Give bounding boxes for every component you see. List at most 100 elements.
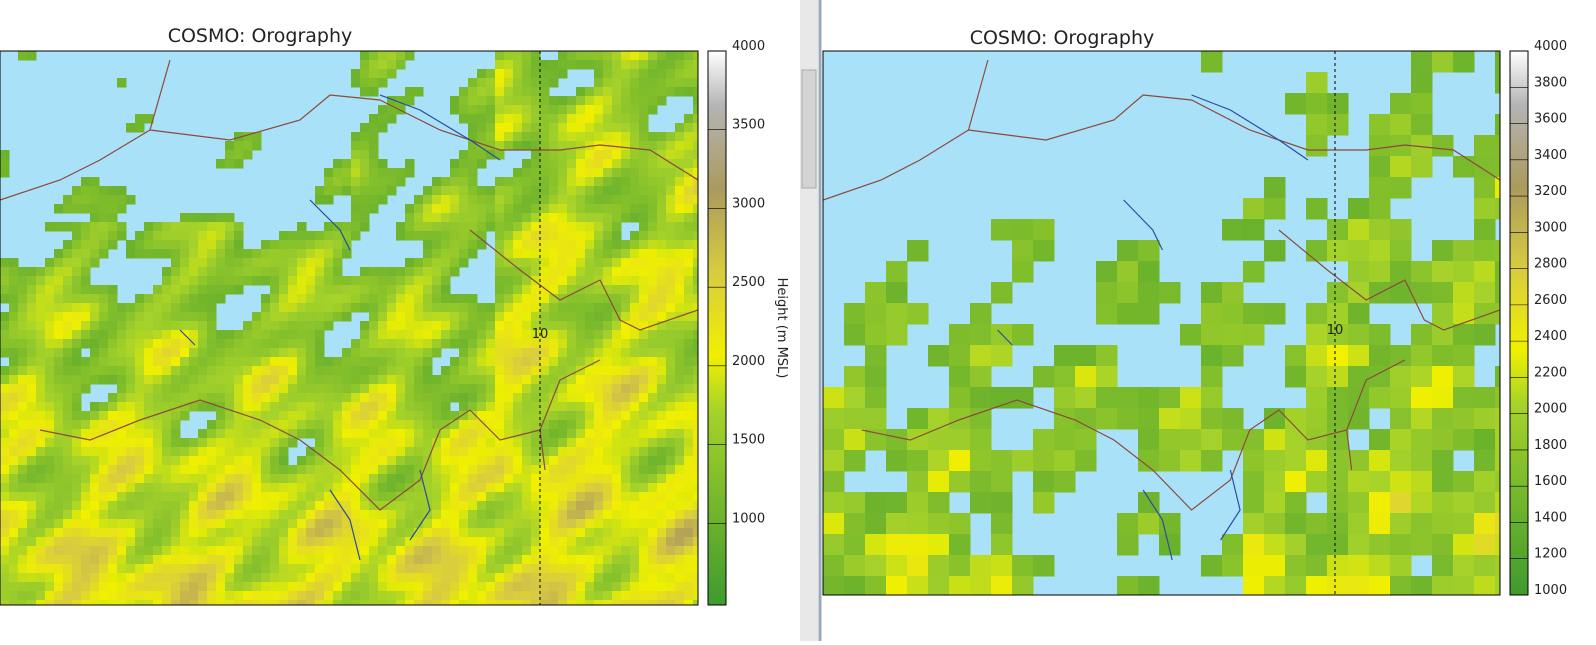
terrain-cell bbox=[567, 573, 577, 583]
terrain-cell bbox=[261, 321, 271, 331]
terrain-cell bbox=[603, 339, 613, 349]
terrain-cell bbox=[468, 438, 478, 448]
terrain-cell bbox=[603, 492, 613, 502]
terrain-cell bbox=[576, 384, 586, 394]
terrain-cell bbox=[108, 186, 118, 196]
terrain-cell bbox=[0, 420, 10, 430]
terrain-cell bbox=[297, 402, 307, 412]
terrain-cell bbox=[432, 528, 442, 538]
terrain-cell bbox=[279, 483, 289, 493]
terrain-cell bbox=[180, 294, 190, 304]
terrain-cell bbox=[693, 123, 698, 133]
terrain-cell bbox=[297, 366, 307, 376]
terrain-cell bbox=[477, 555, 487, 565]
terrain-cell bbox=[657, 573, 667, 583]
terrain-cell bbox=[234, 339, 244, 349]
terrain-cell bbox=[675, 78, 685, 88]
terrain-cell bbox=[468, 384, 478, 394]
terrain-cell bbox=[99, 411, 109, 421]
terrain-cell bbox=[639, 132, 649, 142]
terrain-cell bbox=[477, 474, 487, 484]
terrain-cell bbox=[639, 87, 649, 97]
terrain-cell bbox=[216, 213, 226, 223]
terrain-cell bbox=[63, 384, 73, 394]
terrain-cell bbox=[459, 393, 469, 403]
terrain-cell bbox=[333, 375, 343, 385]
terrain-cell bbox=[252, 393, 262, 403]
terrain-cell bbox=[1264, 450, 1286, 472]
terrain-cell bbox=[477, 348, 487, 358]
terrain-cell bbox=[270, 303, 280, 313]
terrain-cell bbox=[468, 555, 478, 565]
terrain-cell bbox=[594, 303, 604, 313]
terrain-cell bbox=[1369, 345, 1391, 367]
terrain-cell bbox=[135, 375, 145, 385]
terrain-cell bbox=[603, 258, 613, 268]
terrain-cell bbox=[261, 339, 271, 349]
terrain-cell bbox=[126, 420, 136, 430]
terrain-cell bbox=[414, 420, 424, 430]
terrain-cell bbox=[261, 555, 271, 565]
terrain-cell bbox=[1138, 240, 1160, 262]
terrain-cell bbox=[0, 465, 10, 475]
terrain-cell bbox=[459, 591, 469, 601]
terrain-cell bbox=[360, 366, 370, 376]
terrain-cell bbox=[648, 564, 658, 574]
terrain-cell bbox=[297, 375, 307, 385]
terrain-cell bbox=[81, 483, 91, 493]
terrain-cell bbox=[648, 159, 658, 169]
terrain-cell bbox=[684, 357, 694, 367]
terrain-cell bbox=[198, 375, 208, 385]
terrain-cell bbox=[576, 366, 586, 376]
terrain-cell bbox=[108, 231, 118, 241]
terrain-cell bbox=[243, 465, 253, 475]
terrain-cell bbox=[486, 537, 496, 547]
terrain-cell bbox=[657, 348, 667, 358]
terrain-cell bbox=[603, 294, 613, 304]
terrain-cell bbox=[459, 258, 469, 268]
terrain-cell bbox=[549, 132, 559, 142]
terrain-cell bbox=[261, 501, 271, 511]
terrain-cell bbox=[693, 258, 698, 268]
terrain-cell bbox=[675, 483, 685, 493]
terrain-cell bbox=[1306, 198, 1328, 220]
terrain-cell bbox=[675, 267, 685, 277]
terrain-cell bbox=[504, 249, 514, 259]
terrain-cell bbox=[621, 411, 631, 421]
terrain-cell bbox=[297, 384, 307, 394]
terrain-cell bbox=[333, 492, 343, 502]
terrain-cell bbox=[333, 303, 343, 313]
terrain-cell bbox=[648, 132, 658, 142]
terrain-cell bbox=[1306, 240, 1328, 262]
terrain-cell bbox=[495, 240, 505, 250]
terrain-cell bbox=[450, 195, 460, 205]
terrain-cell bbox=[603, 447, 613, 457]
terrain-cell bbox=[504, 465, 514, 475]
terrain-cell bbox=[594, 591, 604, 601]
terrain-cell bbox=[414, 321, 424, 331]
colorbar-tick-label: 3400 bbox=[1534, 148, 1567, 163]
terrain-cell bbox=[450, 555, 460, 565]
terrain-cell bbox=[1411, 408, 1433, 430]
terrain-cell bbox=[162, 465, 172, 475]
terrain-cell bbox=[844, 450, 866, 472]
terrain-cell bbox=[459, 357, 469, 367]
terrain-cell bbox=[970, 366, 992, 388]
terrain-cell bbox=[153, 330, 163, 340]
terrain-cell bbox=[54, 276, 64, 286]
terrain-cell bbox=[531, 267, 541, 277]
terrain-cell bbox=[531, 285, 541, 295]
terrain-cell bbox=[207, 330, 217, 340]
terrain-cell bbox=[315, 258, 325, 268]
terrain-cell bbox=[396, 339, 406, 349]
terrain-cell bbox=[378, 303, 388, 313]
terrain-cell bbox=[693, 429, 698, 439]
scrollbar-thumb[interactable] bbox=[801, 69, 817, 189]
terrain-cell bbox=[252, 366, 262, 376]
terrain-cell bbox=[423, 240, 433, 250]
terrain-cell bbox=[324, 411, 334, 421]
terrain-cell bbox=[504, 357, 514, 367]
terrain-cell bbox=[90, 600, 100, 605]
terrain-cell bbox=[117, 366, 127, 376]
terrain-cell bbox=[540, 411, 550, 421]
